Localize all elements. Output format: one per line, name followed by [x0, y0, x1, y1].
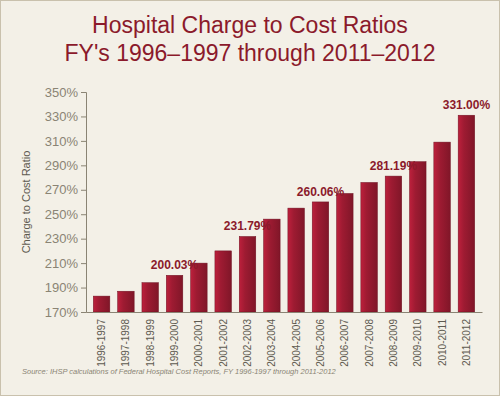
- subtitle: FY's 1996–1997 through 2011–2012: [65, 40, 436, 66]
- bar: [361, 182, 378, 312]
- x-tick: 2008-2009: [388, 312, 399, 367]
- y-tick-mark: [81, 141, 86, 142]
- bar: [337, 193, 354, 312]
- data-label: 331.00%: [443, 98, 491, 112]
- x-tick: 1997-1998: [120, 312, 131, 367]
- y-tick: 270%: [45, 182, 86, 197]
- x-tick-label: 2001-2002: [218, 319, 229, 367]
- y-tick: 350%: [45, 85, 86, 100]
- y-tick-mark: [81, 165, 86, 166]
- x-tick: 2010-2011: [437, 312, 448, 366]
- data-labels: 200.03% 231.79% 260.06% 281.19% 331.00%: [151, 98, 491, 272]
- background: [1, 1, 500, 396]
- x-tick-label: 1998-1999: [145, 319, 156, 367]
- x-tick-label: 2005-2006: [315, 319, 326, 367]
- y-tick-label: 250%: [45, 207, 79, 222]
- x-tick-label: 2008-2009: [388, 319, 399, 367]
- y-tick-label: 230%: [45, 231, 79, 246]
- bar: [118, 291, 135, 312]
- y-tick-mark: [81, 214, 86, 215]
- bars: [93, 115, 474, 312]
- y-tick-label: 270%: [45, 182, 79, 197]
- y-tick: 290%: [45, 158, 86, 173]
- y-tick-mark: [81, 312, 86, 313]
- bar: [434, 142, 451, 312]
- y-tick-mark: [81, 116, 86, 117]
- bar: [142, 283, 159, 312]
- x-tick-label: 2006-2007: [339, 319, 350, 367]
- y-tick-mark: [81, 288, 86, 289]
- y-tick-label: 330%: [45, 109, 79, 124]
- bar: [288, 208, 305, 312]
- x-tick: 2011-2012: [461, 312, 472, 366]
- y-tick: 170%: [45, 305, 86, 320]
- x-tick: 2009-2010: [412, 312, 423, 367]
- data-label: 260.06%: [297, 185, 345, 199]
- bar: [93, 296, 110, 312]
- x-tick-label: 2009-2010: [412, 319, 423, 367]
- x-axis: 1996-1997 1997-1998 1998-1999 1999-2000 2000…: [87, 312, 483, 367]
- data-label: 200.03%: [151, 258, 199, 272]
- bar: [166, 275, 183, 312]
- x-tick-label: 1999-2000: [169, 319, 180, 367]
- plot: 170% 190% 210% 230% 250% 270% 290% 310% 330% 350%…: [45, 85, 491, 367]
- y-tick-mark: [81, 92, 86, 93]
- x-tick-label: 2007-2008: [364, 319, 375, 367]
- x-tick: 2006-2007: [339, 312, 350, 367]
- x-tick: 2000-2001: [193, 312, 204, 367]
- y-tick: 330%: [45, 109, 86, 124]
- x-tick: 2003-2004: [266, 312, 277, 367]
- y-axis: 170% 190% 210% 230% 250% 270% 290% 310% 330% 350%: [45, 85, 87, 320]
- data-label: 231.79%: [224, 219, 272, 233]
- y-tick-label: 290%: [45, 158, 79, 173]
- x-tick: 2004-2005: [291, 312, 302, 367]
- x-tick: 2002-2003: [242, 312, 253, 367]
- x-tick: 2005-2006: [315, 312, 326, 367]
- x-tick-label: 2010-2011: [437, 319, 448, 367]
- y-tick: 210%: [45, 256, 86, 271]
- x-tick-label: 2003-2004: [266, 319, 277, 367]
- y-axis-title: Charge to Cost Ratio: [20, 151, 32, 254]
- x-tick-label: 2011-2012: [461, 319, 472, 367]
- bar: [385, 176, 402, 312]
- y-tick-label: 190%: [45, 280, 79, 295]
- y-tick-label: 310%: [45, 134, 79, 149]
- chart: Hospital Charge to Cost RatiosFY's 1996–…: [0, 0, 500, 396]
- y-tick-label: 350%: [45, 85, 79, 100]
- bar: [215, 251, 232, 312]
- title: Hospital Charge to Cost Ratios: [92, 12, 408, 38]
- x-tick: 1999-2000: [169, 312, 180, 367]
- y-tick: 250%: [45, 207, 86, 222]
- y-tick-label: 210%: [45, 256, 79, 271]
- x-tick: 2001-2002: [218, 312, 229, 367]
- x-tick-label: 1996-1997: [96, 319, 107, 367]
- x-tick-label: 2002-2003: [242, 319, 253, 367]
- y-tick: 230%: [45, 231, 86, 246]
- y-axis-line: [81, 93, 87, 313]
- bar: [239, 236, 256, 312]
- x-tick-label: 1997-1998: [120, 319, 131, 367]
- y-tick: 190%: [45, 280, 86, 295]
- bar: [458, 115, 475, 312]
- source: Source: IHSP calculations of Federal Hos…: [22, 367, 337, 376]
- x-tick: 1996-1997: [96, 312, 107, 367]
- bar: [410, 162, 427, 312]
- y-tick-label: 170%: [45, 305, 79, 320]
- x-axis-line: [87, 312, 483, 313]
- x-tick-label: 2000-2001: [193, 319, 204, 367]
- x-tick: 1998-1999: [145, 312, 156, 367]
- bar: [312, 202, 329, 312]
- y-tick: 310%: [45, 134, 86, 149]
- data-label: 281.19%: [370, 159, 418, 173]
- x-tick-label: 2004-2005: [291, 319, 302, 367]
- y-tick-mark: [81, 263, 86, 264]
- y-tick-mark: [81, 239, 86, 240]
- x-tick: 2007-2008: [364, 312, 375, 367]
- y-tick-mark: [81, 190, 86, 191]
